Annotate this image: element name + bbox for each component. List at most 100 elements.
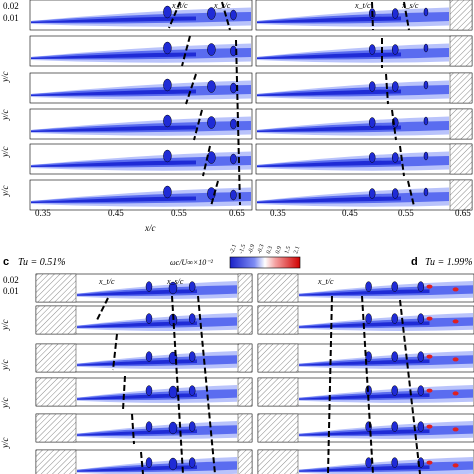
hatch-right <box>237 305 253 335</box>
contour-strip <box>257 449 474 474</box>
colorbar-tick-label: 2.1 <box>293 246 301 255</box>
vortex-blob <box>391 457 398 468</box>
hatch-left <box>257 449 299 474</box>
top-ylabel-2: y/c <box>0 110 10 122</box>
hatch-right <box>449 0 473 31</box>
vortex-blob <box>207 43 216 56</box>
vortex-blob <box>423 187 429 197</box>
vorticity-band-core <box>31 160 196 167</box>
vorticity-band-core <box>31 196 196 203</box>
vortex-blob <box>365 281 372 292</box>
contour-strip <box>257 413 474 443</box>
vortex-blob <box>145 385 153 396</box>
front-trace-line <box>185 73 197 105</box>
top-right-xt-label: x_t/c <box>354 1 371 10</box>
vortex-blob <box>391 44 399 55</box>
panel-d-tu: Tu = 1.99% <box>425 257 473 268</box>
vorticity-band-core <box>257 16 401 23</box>
hatch-left <box>35 449 77 474</box>
colorbar-tick-label: 1.5 <box>284 246 292 255</box>
front-trace-line <box>361 295 374 474</box>
contour-strip <box>29 35 253 67</box>
contour-strip <box>29 0 253 31</box>
vortex-blob <box>163 78 172 92</box>
contour-strip <box>29 179 253 211</box>
top-left-xt-label: x_t/c <box>171 1 188 10</box>
panel-d-letter: d <box>411 256 418 268</box>
bottom-left-xs-label: x_s/c <box>166 277 184 286</box>
front-trace-line <box>399 299 421 474</box>
vorticity-band-core <box>77 359 197 366</box>
vortex-blob <box>168 281 178 295</box>
vortex-blob <box>391 188 399 199</box>
vortex-blob <box>207 80 216 93</box>
front-trace-line <box>197 295 216 474</box>
hatch-left <box>35 273 77 303</box>
hatch-right <box>237 273 253 303</box>
colorbar-ticks: -2.1 -1.5 -0.9 -0.3 0.3 0.9 1.5 2.1 <box>229 244 301 255</box>
vorticity-band-core <box>31 16 196 23</box>
positive-vorticity-spot <box>452 357 459 362</box>
vortex-blob <box>168 457 178 471</box>
vortex-blob <box>391 421 398 432</box>
vorticity-band-core <box>77 429 197 436</box>
panel-c-letter: c <box>3 256 9 268</box>
vortex-blob <box>145 351 153 362</box>
vortex-blob <box>391 385 398 396</box>
hatch-right <box>237 343 253 373</box>
vortex-blob <box>391 152 399 163</box>
bottom-right-xt-label: x_t/c <box>317 277 334 286</box>
bottom-ylabel-1: y/c <box>0 320 10 332</box>
front-trace-line <box>235 39 241 206</box>
vortex-blob <box>391 351 398 362</box>
vortex-blob <box>188 457 196 468</box>
front-trace-line <box>407 180 415 207</box>
vorticity-band-core <box>257 52 401 59</box>
top-ytick-002: 0.02 <box>3 1 19 11</box>
top-right-xtick-055: 0.55 <box>398 208 414 218</box>
bottom-ylabel-4: y/c <box>0 438 10 450</box>
bottom-ylabel-3: y/c <box>0 398 10 410</box>
hatch-left <box>257 377 299 407</box>
hatch-left <box>257 305 299 335</box>
vortex-blob <box>365 457 372 468</box>
vorticity-band-core <box>299 289 430 296</box>
front-trace-line <box>168 1 181 29</box>
vorticity-band-core <box>257 196 401 203</box>
hatch-right <box>449 108 473 140</box>
front-trace-line <box>391 109 397 141</box>
contour-strip <box>35 413 253 443</box>
contour-strip <box>255 143 473 175</box>
hatch-right <box>449 72 473 104</box>
hatch-right <box>449 143 473 175</box>
bottom-ytick-002: 0.02 <box>3 275 19 285</box>
contour-strip <box>257 377 474 407</box>
front-trace-line <box>221 1 231 31</box>
vortex-blob <box>230 153 237 165</box>
contour-strip <box>29 108 253 140</box>
vortex-blob <box>188 351 196 362</box>
vortex-blob <box>368 188 376 199</box>
vortex-blob <box>145 457 153 468</box>
contour-strip <box>29 143 253 175</box>
front-trace-line <box>96 297 109 321</box>
front-trace-line <box>327 295 333 474</box>
hatch-left <box>257 273 299 303</box>
vortex-blob <box>163 185 172 199</box>
contour-strip <box>35 273 253 303</box>
hatch-right <box>449 179 473 211</box>
top-right-xtick-045: 0.45 <box>342 208 358 218</box>
vortex-blob <box>230 82 237 94</box>
vortex-blob <box>207 116 216 129</box>
vortex-blob <box>368 44 376 55</box>
colorbar-tick-label: -1.5 <box>238 244 247 255</box>
vortex-blob <box>417 351 425 362</box>
contour-strip <box>257 305 474 335</box>
vortex-blob <box>391 8 399 19</box>
vorticity-band-core <box>299 465 430 472</box>
front-trace-line <box>385 73 389 105</box>
panel-d <box>257 273 474 474</box>
front-trace-line <box>171 295 184 474</box>
vortex-blob <box>368 117 376 128</box>
vortex-blob <box>168 385 178 399</box>
